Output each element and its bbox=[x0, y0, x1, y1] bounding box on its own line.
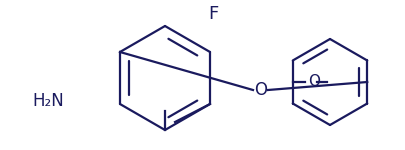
Text: O: O bbox=[308, 75, 320, 90]
Text: F: F bbox=[208, 5, 218, 23]
Text: H₂N: H₂N bbox=[32, 92, 64, 110]
Text: O: O bbox=[254, 81, 267, 99]
